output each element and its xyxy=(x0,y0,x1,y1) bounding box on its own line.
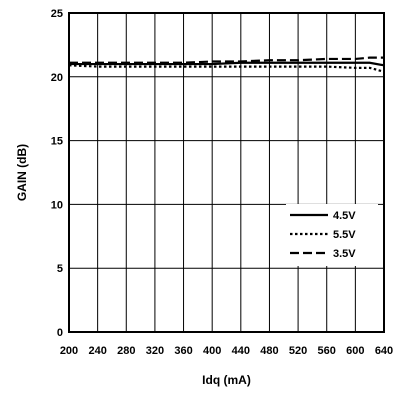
y-tick-label: 10 xyxy=(51,199,63,211)
y-tick-label: 20 xyxy=(51,72,63,84)
legend-background xyxy=(286,204,378,266)
y-tick-labels: 0 5 10 15 20 25 xyxy=(51,8,63,339)
x-tick-label: 480 xyxy=(260,345,278,357)
legend-label: 5.5V xyxy=(333,229,356,241)
x-tick-label: 400 xyxy=(203,345,221,357)
x-tick-label: 560 xyxy=(318,345,336,357)
series-line-5-5V xyxy=(68,64,385,73)
y-tick-label: 5 xyxy=(57,263,63,275)
x-tick-label: 320 xyxy=(146,345,164,357)
y-tick-label: 25 xyxy=(51,8,63,20)
legend-label: 4.5V xyxy=(333,210,356,222)
x-tick-label: 240 xyxy=(88,345,106,357)
series-lines xyxy=(68,56,385,73)
series-line-4-5V xyxy=(69,61,385,67)
x-tick-label: 520 xyxy=(289,345,307,357)
y-tick-label: 15 xyxy=(51,136,63,148)
legend-label: 3.5V xyxy=(333,248,356,260)
x-tick-label: 360 xyxy=(174,345,192,357)
series-line-3-5V xyxy=(69,56,384,64)
plot-frame xyxy=(68,12,385,333)
y-axis-title: GAIN (dB) xyxy=(15,144,29,201)
y-tick-label: 0 xyxy=(57,327,63,339)
legend: 4.5V 5.5V 3.5V xyxy=(286,204,378,266)
x-axis-title: Idq (mA) xyxy=(202,373,251,387)
x-tick-label: 280 xyxy=(117,345,135,357)
x-tick-label: 440 xyxy=(232,345,250,357)
x-tick-label: 200 xyxy=(60,345,78,357)
x-tick-label: 600 xyxy=(346,345,364,357)
x-tick-labels: 200 240 280 320 360 400 440 480 520 560 600 640 xyxy=(60,345,393,357)
x-tick-label: 640 xyxy=(375,345,393,357)
